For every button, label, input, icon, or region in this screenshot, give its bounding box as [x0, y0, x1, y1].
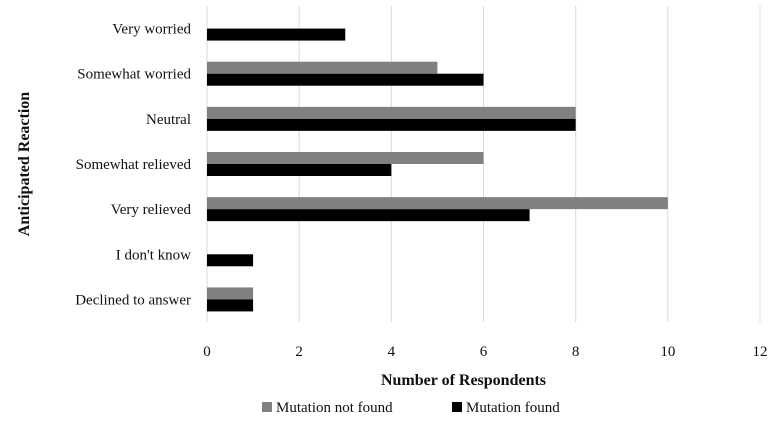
bar-mutation-not-found	[207, 197, 668, 210]
y-axis-title: Anticipated Reaction	[16, 92, 33, 237]
x-tick-label: 12	[753, 344, 768, 360]
bar-mutation-found	[207, 164, 392, 176]
bar-mutation-not-found	[207, 61, 438, 74]
x-tick-label: 2	[295, 344, 303, 360]
bar-mutation-not-found	[207, 152, 484, 164]
category-label: Very worried	[112, 22, 191, 38]
category-label: Very relieved	[111, 202, 192, 218]
bar-mutation-found	[207, 299, 254, 312]
bar-mutation-found	[207, 209, 530, 222]
x-tick-label: 4	[388, 344, 396, 360]
bar-mutation-found	[207, 28, 346, 41]
category-label: I don't know	[116, 247, 191, 263]
x-tick-label: 10	[660, 344, 675, 360]
x-tick-label: 0	[203, 344, 211, 360]
legend-label: Mutation found	[466, 400, 560, 416]
bar-mutation-found	[207, 118, 576, 131]
x-tick-label: 6	[480, 344, 488, 360]
x-axis-title: Number of Respondents	[381, 372, 546, 389]
bar-mutation-not-found	[207, 287, 254, 300]
category-labels: Very worried Somewhat worried Neutral Somew…	[75, 22, 191, 309]
category-label: Declined to answer	[75, 292, 191, 308]
bar-mutation-not-found	[207, 106, 576, 119]
legend-label: Mutation not found	[276, 400, 393, 416]
legend: Mutation not found Mutation found	[262, 400, 560, 416]
category-label: Somewhat relieved	[76, 157, 192, 173]
bar-mutation-found	[207, 73, 484, 86]
x-tick-label: 8	[572, 344, 580, 360]
legend-swatch	[262, 402, 272, 412]
x-tick-labels: 0 2 4 6 8 10 12	[203, 344, 767, 360]
category-label: Somewhat worried	[77, 67, 191, 83]
bars	[207, 28, 668, 312]
category-label: Neutral	[146, 112, 191, 128]
bar-mutation-found	[207, 254, 254, 267]
legend-swatch	[452, 402, 462, 412]
